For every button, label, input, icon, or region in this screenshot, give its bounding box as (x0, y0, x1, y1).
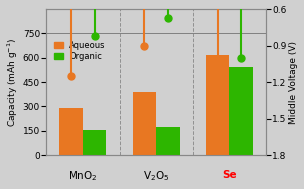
Bar (83, 130, 106, 155)
Y-axis label: Capacity (mAh g$^{-1}$): Capacity (mAh g$^{-1}$) (5, 37, 20, 127)
Text: MnO$_2$: MnO$_2$ (68, 170, 98, 184)
Bar (206, 55, 230, 155)
Bar (133, 92, 156, 155)
Text: V$_2$O$_5$: V$_2$O$_5$ (143, 170, 169, 184)
Bar (156, 127, 180, 155)
Legend: Aqueous, Organic: Aqueous, Organic (53, 40, 107, 63)
Text: Se: Se (222, 170, 237, 180)
Bar (230, 67, 253, 155)
Bar (59, 108, 83, 155)
Y-axis label: Middle Voltage (V): Middle Voltage (V) (289, 41, 299, 124)
